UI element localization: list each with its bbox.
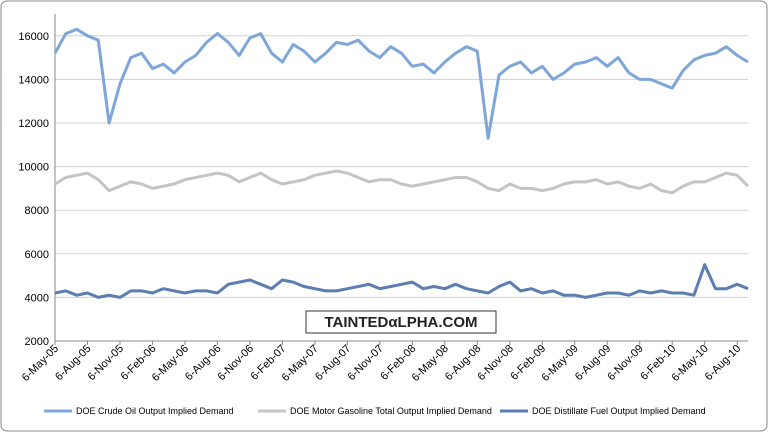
series-line <box>54 263 749 299</box>
y-tick-label: 12000 <box>18 118 49 130</box>
y-tick-label: 2000 <box>25 336 49 348</box>
legend-label: DOE Distillate Fuel Output Implied Deman… <box>532 406 706 416</box>
legend-label: DOE Crude Oil Output Implied Demand <box>76 406 234 416</box>
y-tick-label: 10000 <box>18 162 49 174</box>
y-tick-label: 4000 <box>25 292 49 304</box>
y-tick-label: 14000 <box>18 74 49 86</box>
watermark-box <box>305 310 497 334</box>
series-line <box>54 169 750 195</box>
y-tick-label: 6000 <box>25 249 49 261</box>
y-tick-label: 16000 <box>18 31 49 43</box>
series-line <box>53 27 749 140</box>
watermark: TAINTEDαLPHA.COM <box>324 314 477 331</box>
y-tick-label: 8000 <box>25 205 49 217</box>
legend-label: DOE Motor Gasoline Total Output Implied … <box>290 406 492 416</box>
